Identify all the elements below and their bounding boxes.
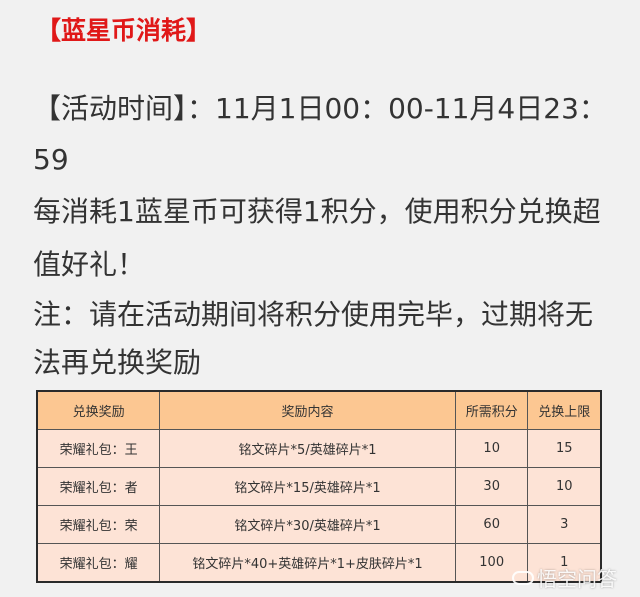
wukong-logo-icon [512, 570, 534, 585]
note-line-cont: 法再兑换奖励 [33, 346, 202, 379]
cell-points: 10 [454, 429, 529, 468]
cell-reward: 荣耀礼包：者 [36, 467, 161, 506]
header-limit: 兑换上限 [527, 390, 602, 430]
table-row: 荣耀礼包：耀 铭文碎片*40+英雄碎片*1+皮肤碎片*1 100 1 [36, 543, 602, 583]
cell-reward: 荣耀礼包：王 [36, 429, 161, 468]
reward-table: 兑换奖励 奖励内容 所需积分 兑换上限 荣耀礼包：王 铭文碎片*5/英雄碎片*1… [36, 390, 602, 583]
cell-limit: 3 [527, 505, 602, 544]
table-row: 荣耀礼包：王 铭文碎片*5/英雄碎片*1 10 15 [36, 429, 602, 468]
cell-reward: 荣耀礼包：荣 [36, 505, 161, 544]
cell-points: 60 [454, 505, 529, 544]
cell-content: 铭文碎片*15/英雄碎片*1 [159, 467, 456, 506]
cell-content: 铭文碎片*5/英雄碎片*1 [159, 429, 456, 468]
cell-content: 铭文碎片*40+英雄碎片*1+皮肤碎片*1 [159, 543, 456, 583]
activity-time-line: 【活动时间】：11月1日00：00-11月4日23： [33, 92, 607, 125]
cell-content: 铭文碎片*30/英雄碎片*1 [159, 505, 456, 544]
cell-limit: 1 [527, 543, 602, 583]
table-row: 荣耀礼包：荣 铭文碎片*30/英雄碎片*1 60 3 [36, 505, 602, 544]
header-points: 所需积分 [454, 390, 529, 430]
header-content: 奖励内容 [159, 390, 456, 430]
table-row: 荣耀礼包：者 铭文碎片*15/英雄碎片*1 30 10 [36, 467, 602, 506]
watermark-text: 悟空问答 [537, 567, 617, 591]
cell-limit: 15 [527, 429, 602, 468]
description-line-cont: 值好礼！ [33, 248, 146, 281]
cell-points: 30 [454, 467, 529, 506]
table-header-row: 兑换奖励 奖励内容 所需积分 兑换上限 [36, 390, 602, 430]
watermark: 悟空问答 [512, 563, 617, 592]
cell-reward: 荣耀礼包：耀 [36, 543, 161, 583]
header-reward: 兑换奖励 [36, 390, 161, 430]
cell-limit: 10 [527, 467, 602, 506]
description-line: 每消耗1蓝星币可获得1积分，使用积分兑换超 [33, 195, 601, 228]
note-line: 注：请在活动期间将积分使用完毕，过期将无 [33, 298, 594, 331]
section-title: 【蓝星币消耗】 [36, 16, 212, 45]
activity-time-line-cont: 59 [33, 143, 69, 176]
